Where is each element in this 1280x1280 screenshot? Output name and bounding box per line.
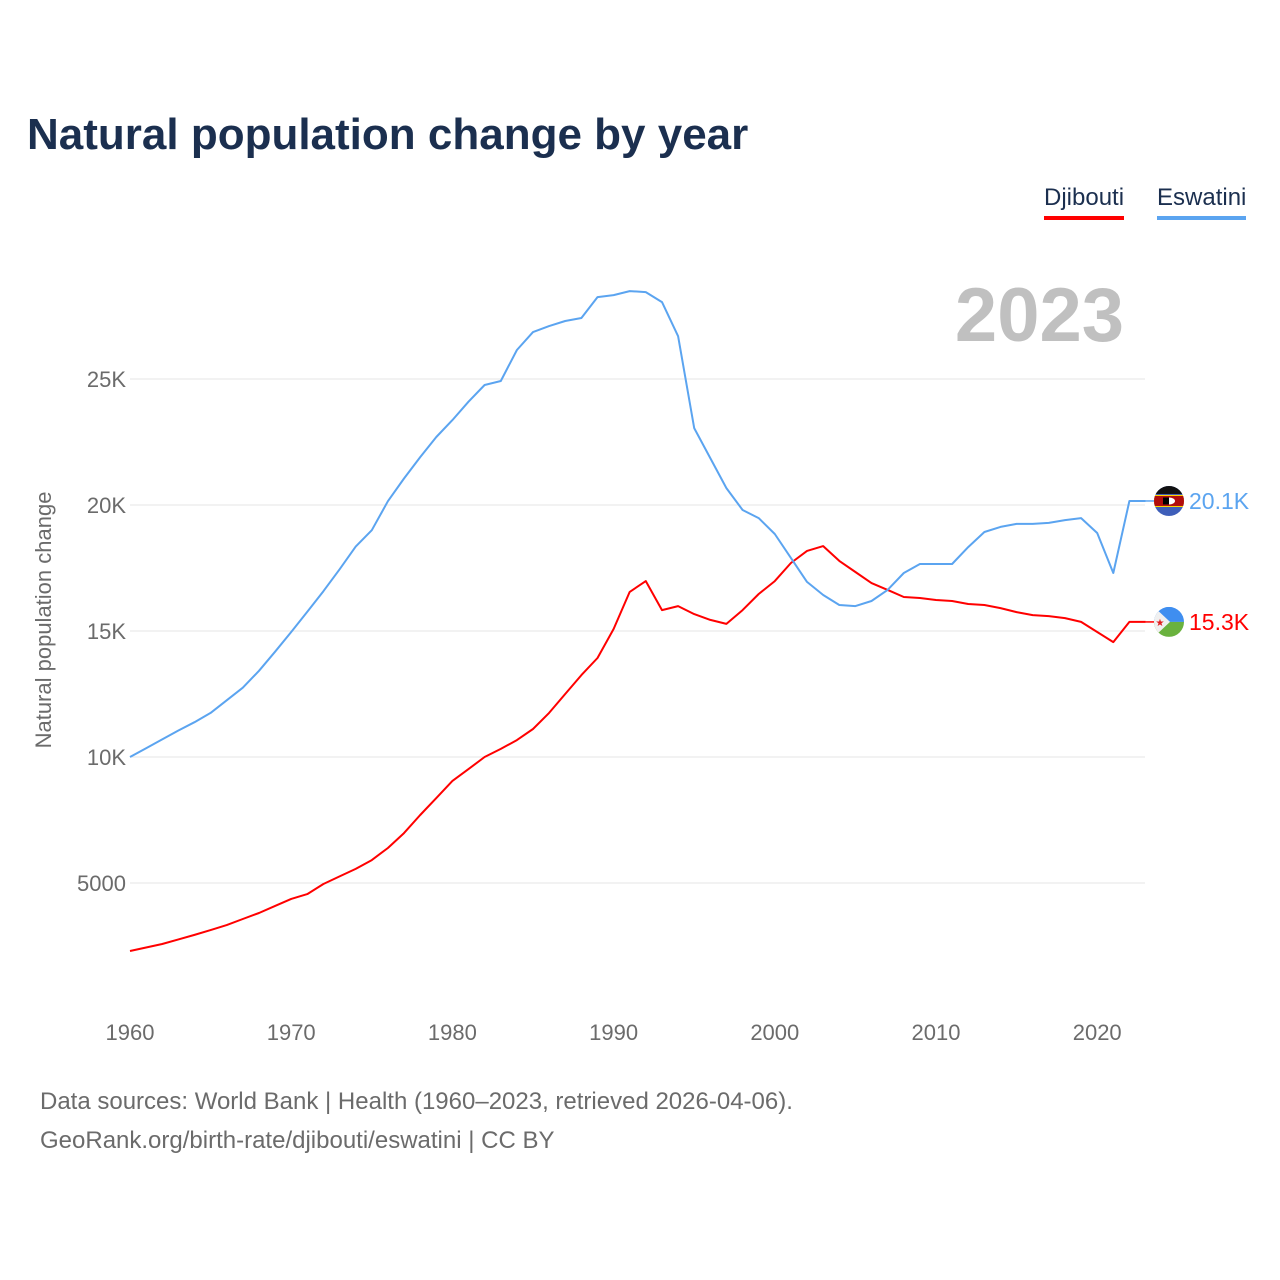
- y-tick-label: 25K: [87, 367, 126, 392]
- svg-text:★: ★: [1156, 618, 1165, 629]
- end-value-label-eswatini: 20.1K: [1189, 488, 1250, 514]
- end-value-label-djibouti: 15.3K: [1189, 609, 1250, 635]
- x-tick-label: 2000: [750, 1020, 799, 1045]
- series-line-eswatini: [129, 290, 1146, 758]
- djibouti-flag-icon: ★: [1154, 606, 1184, 637]
- year-label: 2023: [954, 273, 1124, 358]
- y-tick-label: 10K: [87, 745, 126, 770]
- x-tick-label: 1990: [589, 1020, 638, 1045]
- chart-title: Natural population change by year: [27, 110, 749, 159]
- eswatini-flag-icon: [1154, 485, 1184, 516]
- source-text: Data sources: World Bank | Health (1960–…: [40, 1088, 793, 1115]
- x-tick-label: 2010: [912, 1020, 961, 1045]
- legend-djibouti[interactable]: Djibouti: [1044, 184, 1125, 220]
- source-url[interactable]: GeoRank.org/birth-rate/djibouti/eswatini…: [40, 1127, 555, 1154]
- legend-eswatini[interactable]: Eswatini: [1157, 184, 1247, 220]
- x-tick-label: 1980: [428, 1020, 477, 1045]
- y-tick-label: 20K: [87, 493, 126, 518]
- y-axis-label: Natural population change: [31, 492, 56, 749]
- x-tick-label: 2020: [1073, 1020, 1122, 1045]
- y-tick-label: 15K: [87, 619, 126, 644]
- x-tick-label: 1960: [106, 1020, 155, 1045]
- x-tick-label: 1970: [267, 1020, 316, 1045]
- y-tick-label: 5000: [77, 871, 126, 896]
- series-line-djibouti: [129, 545, 1146, 952]
